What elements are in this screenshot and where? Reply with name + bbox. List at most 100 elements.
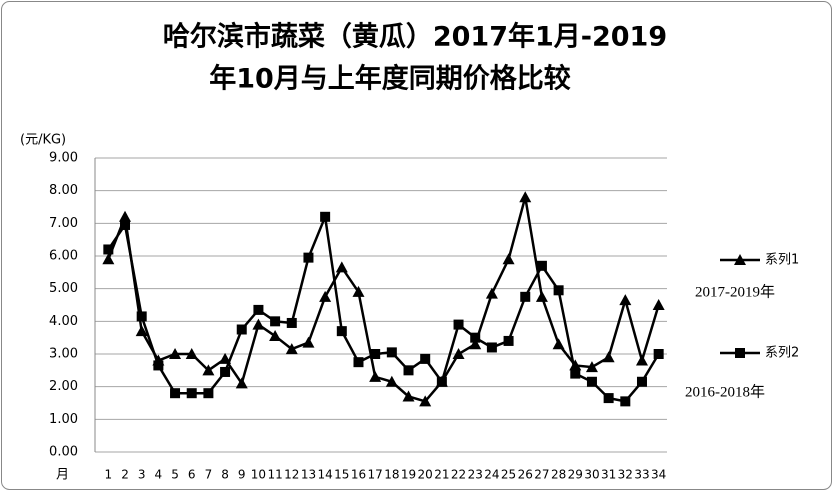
y-tick-label: 1.00 xyxy=(49,412,78,427)
marker xyxy=(585,361,598,373)
marker xyxy=(570,368,581,379)
marker xyxy=(169,348,182,359)
x-tick-label: 32 xyxy=(618,468,633,482)
marker xyxy=(420,353,431,364)
marker xyxy=(220,366,231,377)
x-tick-label: 22 xyxy=(451,468,466,482)
x-tick-label: 25 xyxy=(501,468,516,482)
marker xyxy=(235,377,248,389)
marker xyxy=(586,376,597,387)
y-tick-label: 5.00 xyxy=(49,281,78,296)
x-tick-label: 23 xyxy=(468,468,483,482)
marker xyxy=(186,388,197,399)
marker xyxy=(119,210,132,222)
x-tick-label: 18 xyxy=(384,468,399,482)
marker xyxy=(419,395,432,407)
marker xyxy=(102,253,115,265)
x-tick-label: 26 xyxy=(518,468,533,482)
marker xyxy=(269,330,282,342)
marker xyxy=(336,326,347,337)
marker xyxy=(103,244,114,255)
marker xyxy=(552,338,565,350)
marker xyxy=(252,318,265,330)
marker xyxy=(603,393,614,404)
marker xyxy=(352,285,365,297)
x-tick-label: 33 xyxy=(634,468,649,482)
x-tick-label: 12 xyxy=(284,468,299,482)
y-axis-label: (元/KG) xyxy=(20,133,66,148)
x-tick-label: 2 xyxy=(121,468,129,482)
legend-note: 2017-2019年 xyxy=(695,283,775,300)
marker xyxy=(170,388,181,399)
x-tick-label: 30 xyxy=(584,468,599,482)
marker xyxy=(502,253,515,265)
marker xyxy=(320,211,331,222)
marker xyxy=(153,360,164,371)
x-tick-label: 27 xyxy=(534,468,549,482)
x-tick-label: 11 xyxy=(267,468,282,482)
marker xyxy=(653,349,664,359)
marker xyxy=(503,335,514,346)
marker xyxy=(285,343,298,355)
marker xyxy=(319,290,332,302)
marker xyxy=(236,324,247,335)
x-tick-label: 8 xyxy=(221,468,229,482)
legend-label: 系列1 xyxy=(765,253,799,268)
marker xyxy=(270,316,281,327)
marker xyxy=(302,336,315,348)
marker xyxy=(734,254,746,265)
x-tick-label: 15 xyxy=(334,468,349,482)
marker xyxy=(486,342,497,353)
marker xyxy=(185,348,198,359)
marker xyxy=(520,291,531,302)
x-tick-label: 29 xyxy=(568,468,583,482)
x-tick-label: 4 xyxy=(155,468,163,482)
marker xyxy=(286,317,297,328)
chart-title-line: 年10月与上年度同期价格比较 xyxy=(209,63,571,95)
marker xyxy=(136,311,147,322)
series-line xyxy=(107,196,660,403)
x-tick-label: 34 xyxy=(651,468,666,482)
marker xyxy=(553,285,564,296)
x-axis-label: 月 xyxy=(56,468,69,483)
y-tick-label: 9.00 xyxy=(49,151,78,166)
y-tick-label: 6.00 xyxy=(49,249,78,264)
marker xyxy=(369,370,382,382)
y-tick-label: 4.00 xyxy=(49,314,78,329)
marker xyxy=(469,338,482,350)
x-tick-label: 19 xyxy=(401,468,416,482)
x-tick-label: 1 xyxy=(105,468,113,482)
marker xyxy=(635,354,648,366)
marker xyxy=(735,348,745,358)
marker xyxy=(453,319,464,330)
y-tick-label: 7.00 xyxy=(49,216,78,231)
series-line xyxy=(107,212,660,403)
marker xyxy=(202,364,215,376)
chart-title-line: 哈尔滨市蔬菜（黄瓜）2017年1月-2019 xyxy=(163,21,667,53)
legend-note: 2016-2018年 xyxy=(685,383,765,400)
x-tick-label: 20 xyxy=(418,468,433,482)
y-tick-label: 8.00 xyxy=(49,183,78,198)
marker xyxy=(386,347,397,358)
y-tick-label: 0.00 xyxy=(49,445,78,460)
marker xyxy=(385,375,398,387)
marker xyxy=(335,261,348,273)
legend-label: 系列2 xyxy=(765,346,799,361)
marker xyxy=(519,191,532,203)
marker xyxy=(636,376,647,387)
x-tick-label: 5 xyxy=(171,468,179,482)
marker xyxy=(436,376,447,387)
x-tick-label: 13 xyxy=(301,468,316,482)
marker xyxy=(403,365,414,376)
marker xyxy=(452,348,465,359)
marker xyxy=(135,325,148,337)
y-tick-label: 3.00 xyxy=(49,347,78,362)
x-tick-label: 31 xyxy=(601,468,616,482)
x-tick-label: 17 xyxy=(368,468,383,482)
marker xyxy=(203,388,214,399)
marker xyxy=(535,290,548,302)
x-tick-label: 24 xyxy=(484,468,499,482)
marker xyxy=(619,294,632,306)
marker xyxy=(253,304,264,315)
